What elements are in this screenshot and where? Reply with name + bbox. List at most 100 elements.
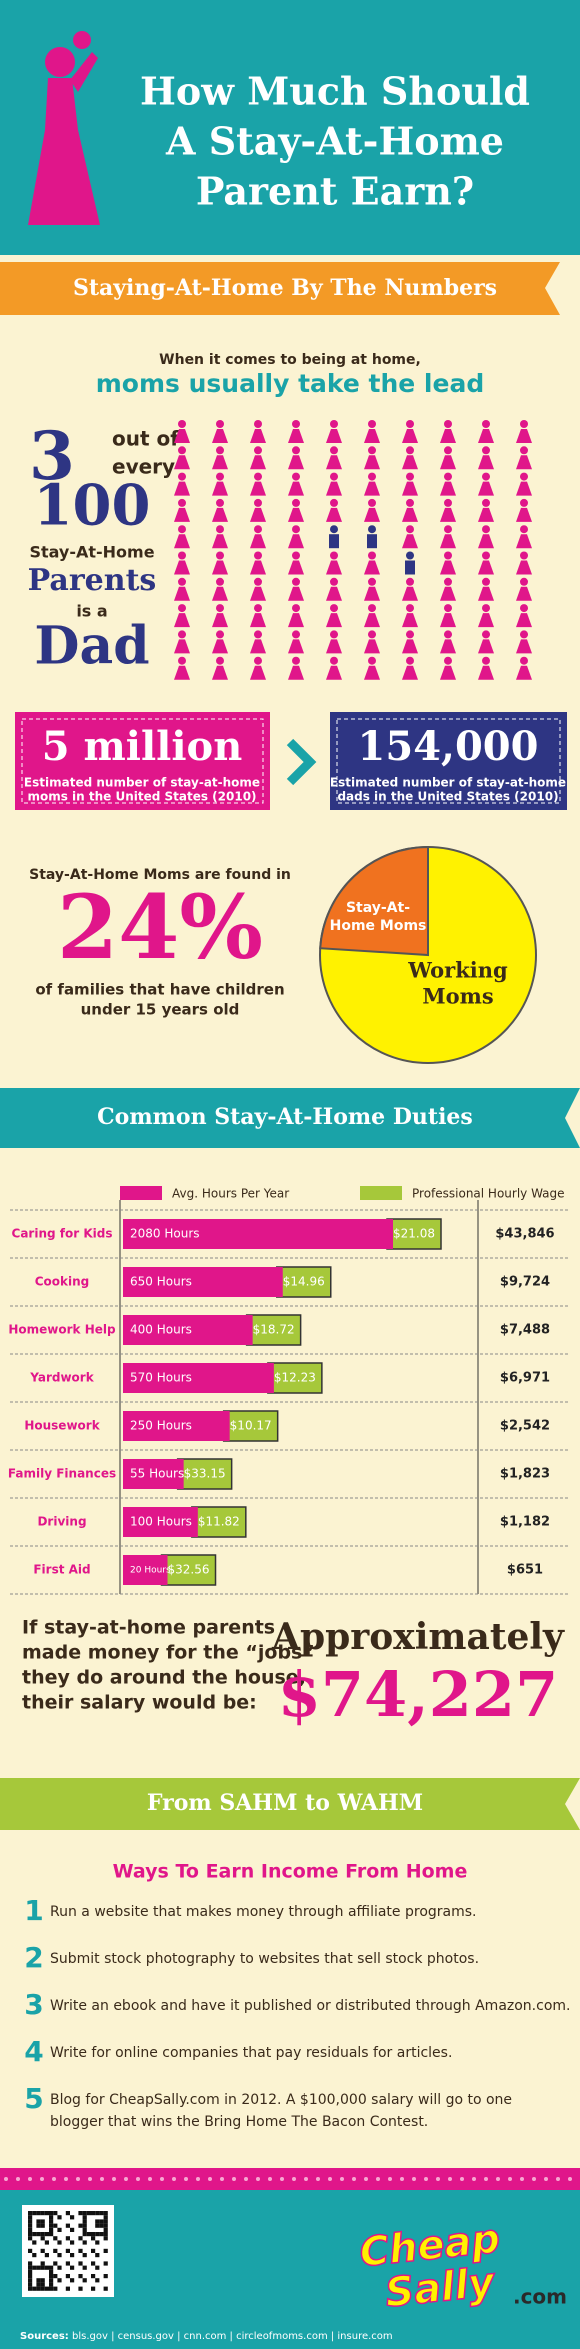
qr-cell (32, 2240, 37, 2245)
body (329, 534, 339, 549)
head (406, 604, 414, 613)
body (516, 507, 532, 522)
head (444, 604, 452, 613)
body (174, 481, 190, 496)
mom-icon (440, 498, 456, 522)
qr-cell (44, 2286, 49, 2291)
head (216, 604, 224, 613)
body (174, 586, 190, 601)
qr-cell (53, 2236, 58, 2241)
qr-cell (40, 2232, 45, 2237)
mom-icon (250, 498, 266, 522)
item-text: blogger that wins the Bring Home The Bac… (50, 2114, 428, 2130)
percent: 24% (57, 875, 263, 979)
mom-icon (174, 630, 190, 654)
qr-cell (82, 2278, 87, 2283)
body (440, 665, 456, 680)
body (326, 429, 342, 443)
body (288, 613, 304, 628)
qr-cell (99, 2211, 104, 2216)
mom-icon (326, 577, 342, 601)
head (444, 420, 452, 428)
body (402, 586, 418, 601)
head (520, 577, 528, 586)
qr-cell (32, 2265, 37, 2270)
qr-cell (36, 2282, 41, 2287)
qr-cell (32, 2232, 37, 2237)
qr-cell (32, 2286, 37, 2291)
stripe-dot (184, 2177, 188, 2181)
mom-icon (478, 630, 494, 654)
mom-icon (440, 420, 456, 443)
qr-cell (53, 2274, 58, 2279)
big-number: 100 (34, 473, 151, 539)
qr-cell (49, 2219, 54, 2224)
mom-icon (212, 472, 228, 496)
wage-label: $14.96 (283, 1275, 325, 1289)
mom-icon (174, 551, 190, 575)
head (368, 577, 376, 586)
hours-bar (123, 1219, 393, 1249)
mom-icon (440, 551, 456, 575)
body (516, 639, 532, 654)
body (478, 429, 494, 443)
intro-highlight: moms usually take the lead (96, 369, 484, 398)
banner-text: Staying-At-Home By The Numbers (73, 275, 497, 301)
mom-icon (516, 525, 532, 549)
big-number: 3 (29, 417, 75, 495)
qr-cell (36, 2232, 41, 2237)
hours-bar (123, 1363, 274, 1393)
head (520, 656, 528, 665)
body (364, 481, 380, 496)
intro: When it comes to being at home, (159, 352, 421, 368)
head (482, 604, 490, 613)
body (478, 481, 494, 496)
stripe-dot (412, 2177, 416, 2181)
mom-icon (402, 420, 418, 443)
qr-cell (40, 2265, 45, 2270)
mom-icon (402, 630, 418, 654)
head (482, 551, 490, 560)
stripe-dot (568, 2177, 572, 2181)
salary: $9,724 (500, 1275, 550, 1290)
qr-cell (36, 2211, 41, 2216)
stripe-dot (172, 2177, 176, 2181)
qr-cell (95, 2219, 100, 2224)
mom-icon (174, 498, 190, 522)
qr-cell (103, 2215, 108, 2220)
body (212, 481, 228, 496)
head (254, 604, 262, 613)
qr-cell (65, 2274, 70, 2279)
head (520, 472, 528, 481)
mom-icon (288, 420, 304, 443)
body (516, 534, 532, 549)
qr-cell (91, 2261, 96, 2266)
mom-icon (402, 446, 418, 470)
qr-cell (40, 2219, 45, 2224)
stripe-dot (388, 2177, 392, 2181)
head (178, 630, 186, 639)
head (482, 420, 490, 428)
mom-icon (364, 630, 380, 654)
head (254, 446, 262, 455)
qr-cell (91, 2286, 96, 2291)
banner-text: Common Stay-At-Home Duties (97, 1104, 473, 1130)
qr-cell (99, 2219, 104, 2224)
stripe-dot (472, 2177, 476, 2181)
head (254, 525, 262, 534)
body (174, 534, 190, 549)
body (364, 613, 380, 628)
body (440, 639, 456, 654)
mom-icon (212, 446, 228, 470)
head (368, 630, 376, 639)
qr-cell (49, 2269, 54, 2274)
amount: $74,227 (278, 1658, 558, 1731)
dad-icon (405, 551, 415, 575)
body (212, 613, 228, 628)
mom-icon (402, 525, 418, 549)
body (288, 481, 304, 496)
body (250, 586, 266, 601)
qr-cell (44, 2211, 49, 2216)
mom-icon (288, 577, 304, 601)
